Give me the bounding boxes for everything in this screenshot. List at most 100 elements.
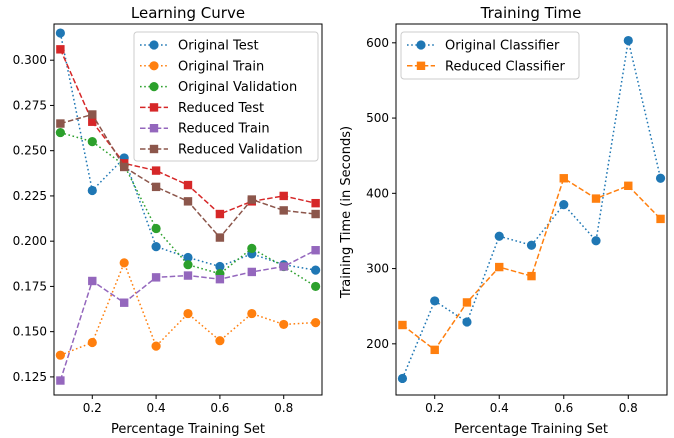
legend-box xyxy=(133,31,319,162)
x-tick-label: 0.6 xyxy=(554,401,573,415)
data-point xyxy=(279,191,288,201)
y-tick-label: 0.275 xyxy=(13,98,47,112)
data-point xyxy=(119,162,129,172)
x-tick-label: 0.4 xyxy=(490,401,509,415)
x-tick-label: 0.2 xyxy=(425,401,444,415)
legend-label: Original Test xyxy=(178,39,259,54)
data-point xyxy=(279,319,289,330)
data-point xyxy=(88,276,97,286)
y-tick-label: 200 xyxy=(366,337,389,351)
data-point xyxy=(591,236,601,246)
y-tick-label: 0.150 xyxy=(13,325,47,339)
data-point xyxy=(559,174,568,183)
training-time-chart: Training Time Percentage Training Set Tr… xyxy=(339,4,668,437)
data-point xyxy=(559,200,569,210)
data-point xyxy=(55,350,65,360)
data-point xyxy=(215,274,225,284)
legend-label: Original Train xyxy=(178,59,264,74)
data-point xyxy=(311,246,320,255)
data-point xyxy=(56,119,65,128)
legend-label: Reduced Classifier xyxy=(445,59,565,74)
legend: Original Test Original Train Original Vali… xyxy=(133,31,319,162)
data-point xyxy=(311,209,320,219)
data-point xyxy=(311,198,320,208)
y-axis-label: Training Time (in Seconds) xyxy=(339,126,354,299)
data-point xyxy=(311,318,321,328)
data-point xyxy=(215,261,225,272)
data-point xyxy=(623,35,633,46)
data-point xyxy=(462,298,472,307)
data-point xyxy=(183,180,193,190)
y-tick-label: 300 xyxy=(366,262,389,276)
x-axis-label: Percentage Training Set xyxy=(454,422,608,437)
data-point xyxy=(215,233,225,242)
data-point xyxy=(119,298,129,307)
data-point xyxy=(151,166,161,175)
data-point xyxy=(624,181,633,190)
data-point xyxy=(87,185,97,196)
data-point xyxy=(279,206,288,215)
data-point xyxy=(88,117,97,126)
data-point xyxy=(247,267,257,277)
data-point xyxy=(526,240,537,250)
y-tick-label: 500 xyxy=(366,111,389,125)
legend-marker xyxy=(149,61,159,71)
legend-marker xyxy=(149,82,159,92)
legend-marker xyxy=(149,103,159,112)
x-tick-label: 0.8 xyxy=(619,401,638,415)
data-point xyxy=(55,127,65,138)
data-point xyxy=(151,273,161,282)
data-point xyxy=(151,182,161,192)
x-tick-label: 0.4 xyxy=(147,401,166,415)
data-point xyxy=(151,223,161,234)
data-point xyxy=(311,281,321,292)
data-point xyxy=(183,308,193,319)
x-axis-label: Percentage Training Set xyxy=(111,422,265,437)
data-point xyxy=(151,341,161,351)
data-point xyxy=(183,252,193,263)
legend-marker xyxy=(149,40,159,50)
legend-box xyxy=(400,31,580,80)
chart-title: Training Time xyxy=(480,4,582,22)
x-tick-label: 0.6 xyxy=(210,401,229,415)
data-point xyxy=(397,373,408,384)
y-tick-label: 0.225 xyxy=(13,189,47,203)
data-point xyxy=(591,194,601,203)
data-point xyxy=(398,320,407,330)
data-point xyxy=(655,173,666,183)
data-point xyxy=(462,317,472,327)
data-point xyxy=(55,28,65,38)
data-point xyxy=(87,137,97,147)
data-point xyxy=(87,337,97,348)
data-point xyxy=(151,242,161,252)
data-point xyxy=(279,262,288,271)
x-tick-label: 0.2 xyxy=(83,401,102,415)
data-point xyxy=(495,262,504,272)
data-point xyxy=(247,195,257,204)
data-point xyxy=(247,243,257,254)
legend: Original Classifier Reduced Classifier xyxy=(400,31,580,80)
data-point xyxy=(430,296,440,306)
legend-marker xyxy=(149,124,159,133)
data-point xyxy=(119,258,129,268)
data-point xyxy=(311,265,321,275)
y-tick-label: 0.200 xyxy=(13,234,47,248)
data-point xyxy=(88,110,97,119)
data-point xyxy=(527,271,536,281)
data-point xyxy=(247,308,257,319)
data-point xyxy=(183,260,193,270)
legend-label: Original Validation xyxy=(178,80,297,95)
data-point xyxy=(183,271,193,280)
plot-frame xyxy=(395,23,668,396)
data-point xyxy=(215,209,225,219)
data-point xyxy=(56,45,65,54)
data-point xyxy=(494,231,504,241)
data-point xyxy=(215,336,225,346)
y-tick-label: 0.125 xyxy=(13,370,47,384)
learning-curve-chart: Learning Curve Percentage Training Set 0… xyxy=(13,4,323,437)
y-tick-label: 0.250 xyxy=(13,144,47,158)
y-tick-label: 0.175 xyxy=(13,279,47,293)
series-line xyxy=(401,177,662,351)
data-point xyxy=(183,197,193,206)
